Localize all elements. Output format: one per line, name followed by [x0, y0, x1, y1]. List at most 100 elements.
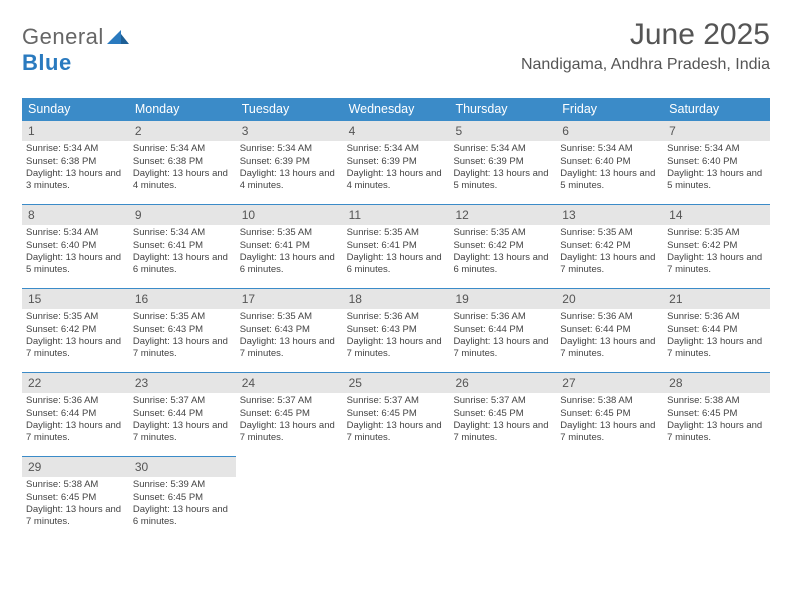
weekday-header-row: SundayMondayTuesdayWednesdayThursdayFrid… — [22, 98, 770, 120]
day-details: Sunrise: 5:36 AMSunset: 6:44 PMDaylight:… — [449, 309, 556, 364]
calendar-day-cell — [556, 456, 663, 534]
day-number: 4 — [343, 120, 450, 141]
day-details: Sunrise: 5:37 AMSunset: 6:45 PMDaylight:… — [236, 393, 343, 448]
day-details: Sunrise: 5:34 AMSunset: 6:40 PMDaylight:… — [22, 225, 129, 280]
day-number: 14 — [663, 204, 770, 225]
weekday-header: Thursday — [449, 98, 556, 120]
calendar-day-cell — [449, 456, 556, 534]
day-number: 26 — [449, 372, 556, 393]
day-details: Sunrise: 5:35 AMSunset: 6:43 PMDaylight:… — [236, 309, 343, 364]
calendar-day-cell: 21Sunrise: 5:36 AMSunset: 6:44 PMDayligh… — [663, 288, 770, 366]
day-number: 28 — [663, 372, 770, 393]
calendar-day-cell: 3Sunrise: 5:34 AMSunset: 6:39 PMDaylight… — [236, 120, 343, 198]
title-block: June 2025 Nandigama, Andhra Pradesh, Ind… — [521, 18, 770, 74]
calendar-week-row: 15Sunrise: 5:35 AMSunset: 6:42 PMDayligh… — [22, 288, 770, 366]
day-details: Sunrise: 5:36 AMSunset: 6:44 PMDaylight:… — [663, 309, 770, 364]
calendar-day-cell: 23Sunrise: 5:37 AMSunset: 6:44 PMDayligh… — [129, 372, 236, 450]
day-details: Sunrise: 5:37 AMSunset: 6:45 PMDaylight:… — [343, 393, 450, 448]
calendar-day-cell: 15Sunrise: 5:35 AMSunset: 6:42 PMDayligh… — [22, 288, 129, 366]
calendar-day-cell: 12Sunrise: 5:35 AMSunset: 6:42 PMDayligh… — [449, 204, 556, 282]
day-number: 23 — [129, 372, 236, 393]
calendar-day-cell: 6Sunrise: 5:34 AMSunset: 6:40 PMDaylight… — [556, 120, 663, 198]
day-number: 1 — [22, 120, 129, 141]
day-number: 13 — [556, 204, 663, 225]
header: General Blue June 2025 Nandigama, Andhra… — [22, 18, 770, 88]
weekday-header: Sunday — [22, 98, 129, 120]
weekday-header: Wednesday — [343, 98, 450, 120]
weekday-header: Monday — [129, 98, 236, 120]
day-number: 10 — [236, 204, 343, 225]
calendar-day-cell: 24Sunrise: 5:37 AMSunset: 6:45 PMDayligh… — [236, 372, 343, 450]
day-details: Sunrise: 5:38 AMSunset: 6:45 PMDaylight:… — [22, 477, 129, 532]
day-details: Sunrise: 5:39 AMSunset: 6:45 PMDaylight:… — [129, 477, 236, 532]
calendar-week-row: 1Sunrise: 5:34 AMSunset: 6:38 PMDaylight… — [22, 120, 770, 198]
calendar-week-row: 29Sunrise: 5:38 AMSunset: 6:45 PMDayligh… — [22, 456, 770, 534]
day-number: 19 — [449, 288, 556, 309]
logo-word-general: General — [22, 24, 104, 49]
month-title: June 2025 — [521, 18, 770, 52]
calendar-day-cell: 16Sunrise: 5:35 AMSunset: 6:43 PMDayligh… — [129, 288, 236, 366]
logo: General Blue — [22, 24, 129, 76]
day-details: Sunrise: 5:36 AMSunset: 6:44 PMDaylight:… — [556, 309, 663, 364]
calendar-day-cell: 2Sunrise: 5:34 AMSunset: 6:38 PMDaylight… — [129, 120, 236, 198]
day-details: Sunrise: 5:35 AMSunset: 6:42 PMDaylight:… — [556, 225, 663, 280]
day-number: 8 — [22, 204, 129, 225]
day-number: 9 — [129, 204, 236, 225]
calendar-day-cell: 10Sunrise: 5:35 AMSunset: 6:41 PMDayligh… — [236, 204, 343, 282]
day-details: Sunrise: 5:36 AMSunset: 6:43 PMDaylight:… — [343, 309, 450, 364]
day-number: 20 — [556, 288, 663, 309]
day-number: 17 — [236, 288, 343, 309]
day-number: 11 — [343, 204, 450, 225]
weekday-header: Saturday — [663, 98, 770, 120]
calendar-day-cell — [663, 456, 770, 534]
day-details: Sunrise: 5:35 AMSunset: 6:41 PMDaylight:… — [343, 225, 450, 280]
calendar-day-cell: 5Sunrise: 5:34 AMSunset: 6:39 PMDaylight… — [449, 120, 556, 198]
day-number: 22 — [22, 372, 129, 393]
calendar-day-cell: 25Sunrise: 5:37 AMSunset: 6:45 PMDayligh… — [343, 372, 450, 450]
day-number: 27 — [556, 372, 663, 393]
calendar: SundayMondayTuesdayWednesdayThursdayFrid… — [22, 98, 770, 534]
day-details: Sunrise: 5:35 AMSunset: 6:42 PMDaylight:… — [449, 225, 556, 280]
day-number: 29 — [22, 456, 129, 477]
day-number: 18 — [343, 288, 450, 309]
day-number: 25 — [343, 372, 450, 393]
day-details: Sunrise: 5:37 AMSunset: 6:44 PMDaylight:… — [129, 393, 236, 448]
calendar-day-cell: 22Sunrise: 5:36 AMSunset: 6:44 PMDayligh… — [22, 372, 129, 450]
day-details: Sunrise: 5:34 AMSunset: 6:41 PMDaylight:… — [129, 225, 236, 280]
calendar-day-cell: 13Sunrise: 5:35 AMSunset: 6:42 PMDayligh… — [556, 204, 663, 282]
day-number: 16 — [129, 288, 236, 309]
calendar-day-cell: 28Sunrise: 5:38 AMSunset: 6:45 PMDayligh… — [663, 372, 770, 450]
calendar-day-cell: 30Sunrise: 5:39 AMSunset: 6:45 PMDayligh… — [129, 456, 236, 534]
day-number: 7 — [663, 120, 770, 141]
day-details: Sunrise: 5:37 AMSunset: 6:45 PMDaylight:… — [449, 393, 556, 448]
calendar-day-cell: 9Sunrise: 5:34 AMSunset: 6:41 PMDaylight… — [129, 204, 236, 282]
calendar-day-cell: 7Sunrise: 5:34 AMSunset: 6:40 PMDaylight… — [663, 120, 770, 198]
day-details: Sunrise: 5:35 AMSunset: 6:43 PMDaylight:… — [129, 309, 236, 364]
day-number: 15 — [22, 288, 129, 309]
calendar-day-cell: 4Sunrise: 5:34 AMSunset: 6:39 PMDaylight… — [343, 120, 450, 198]
day-details: Sunrise: 5:35 AMSunset: 6:42 PMDaylight:… — [663, 225, 770, 280]
calendar-day-cell: 27Sunrise: 5:38 AMSunset: 6:45 PMDayligh… — [556, 372, 663, 450]
calendar-weeks: 1Sunrise: 5:34 AMSunset: 6:38 PMDaylight… — [22, 120, 770, 534]
calendar-day-cell — [236, 456, 343, 534]
calendar-week-row: 8Sunrise: 5:34 AMSunset: 6:40 PMDaylight… — [22, 204, 770, 282]
day-number: 30 — [129, 456, 236, 477]
day-number: 24 — [236, 372, 343, 393]
day-details: Sunrise: 5:34 AMSunset: 6:39 PMDaylight:… — [236, 141, 343, 196]
day-details: Sunrise: 5:38 AMSunset: 6:45 PMDaylight:… — [556, 393, 663, 448]
day-number: 6 — [556, 120, 663, 141]
calendar-day-cell: 20Sunrise: 5:36 AMSunset: 6:44 PMDayligh… — [556, 288, 663, 366]
day-details: Sunrise: 5:34 AMSunset: 6:38 PMDaylight:… — [129, 141, 236, 196]
day-details: Sunrise: 5:35 AMSunset: 6:41 PMDaylight:… — [236, 225, 343, 280]
day-details: Sunrise: 5:38 AMSunset: 6:45 PMDaylight:… — [663, 393, 770, 448]
day-number: 5 — [449, 120, 556, 141]
location-subtitle: Nandigama, Andhra Pradesh, India — [521, 56, 770, 74]
calendar-week-row: 22Sunrise: 5:36 AMSunset: 6:44 PMDayligh… — [22, 372, 770, 450]
calendar-day-cell: 26Sunrise: 5:37 AMSunset: 6:45 PMDayligh… — [449, 372, 556, 450]
calendar-day-cell — [343, 456, 450, 534]
day-details: Sunrise: 5:34 AMSunset: 6:40 PMDaylight:… — [556, 141, 663, 196]
day-details: Sunrise: 5:34 AMSunset: 6:39 PMDaylight:… — [449, 141, 556, 196]
logo-word-blue: Blue — [22, 50, 72, 75]
day-number: 2 — [129, 120, 236, 141]
logo-triangle-icon — [107, 26, 129, 49]
